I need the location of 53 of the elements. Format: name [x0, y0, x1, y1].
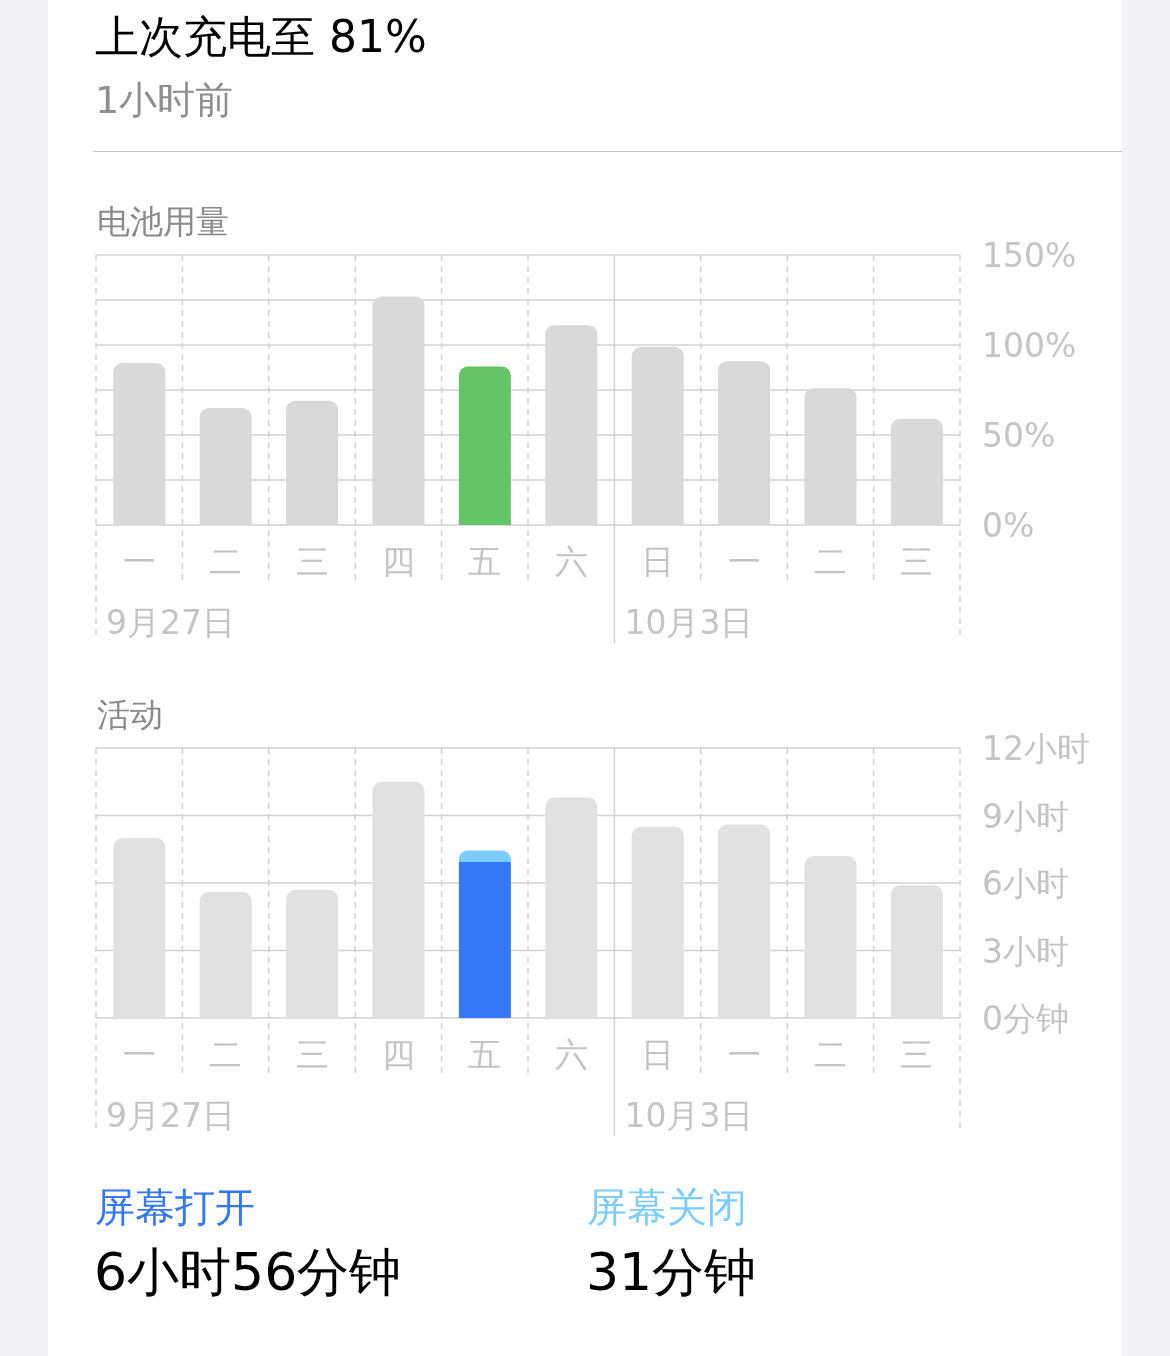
bar — [545, 797, 598, 1018]
y-tick-label: 100% — [982, 325, 1077, 365]
bar — [458, 850, 511, 863]
x-tick-label: 日 — [641, 1034, 675, 1074]
chart-title: 电池用量 — [97, 202, 229, 242]
x-tick-label: 五 — [468, 1034, 502, 1074]
y-tick-label: 6小时 — [982, 863, 1069, 903]
bar — [631, 826, 684, 1018]
text: 1小时前 — [95, 77, 234, 123]
x-tick-label: 一 — [122, 541, 156, 581]
text: 9月27日 — [106, 602, 235, 642]
text: 31分钟 — [586, 1241, 757, 1303]
y-tick-label: 50% — [982, 415, 1056, 455]
x-tick-label: 六 — [554, 1034, 588, 1074]
x-tick-label: 五 — [468, 541, 502, 581]
x-tick-label: 一 — [727, 541, 761, 581]
x-tick-label: 二 — [813, 541, 847, 581]
bar — [286, 889, 339, 1018]
text: 屏幕打开 — [95, 1183, 255, 1231]
x-tick-label: 日 — [641, 541, 675, 581]
x-tick-label: 二 — [209, 1034, 243, 1074]
x-tick-label: 二 — [813, 1034, 847, 1074]
text: 10月3日 — [624, 602, 754, 642]
x-tick-label: 四 — [381, 541, 415, 581]
bar — [804, 856, 857, 1018]
x-tick-label: 四 — [381, 1034, 415, 1074]
y-tick-label: 9小时 — [982, 796, 1069, 835]
text: 屏幕关闭 — [587, 1183, 747, 1231]
bar — [458, 862, 511, 1018]
bar — [113, 838, 166, 1018]
bar — [372, 781, 425, 1018]
chart-title: 活动 — [97, 695, 163, 735]
y-tick-label: 0% — [982, 505, 1035, 545]
y-tick-label: 3小时 — [982, 931, 1069, 970]
y-tick-label: 150% — [982, 235, 1077, 275]
text: 10月3日 — [624, 1095, 754, 1135]
x-tick-label: 三 — [295, 541, 329, 581]
x-tick-label: 二 — [209, 541, 243, 581]
bar — [458, 366, 511, 525]
x-tick-label: 一 — [122, 1034, 156, 1074]
y-tick-label: 0分钟 — [982, 998, 1069, 1038]
text: 6小时56分钟 — [94, 1241, 402, 1303]
x-tick-label: 六 — [554, 541, 588, 581]
x-tick-label: 三 — [900, 541, 934, 581]
x-tick-label: 三 — [295, 1034, 329, 1074]
y-tick-label: 12小时 — [982, 728, 1090, 768]
text: 上次充电至 81% — [95, 10, 427, 64]
x-tick-label: 一 — [727, 1034, 761, 1074]
bar — [199, 892, 252, 1018]
bar — [890, 885, 943, 1018]
bar — [718, 824, 771, 1018]
x-tick-label: 三 — [900, 1034, 934, 1074]
text: 9月27日 — [106, 1095, 235, 1135]
